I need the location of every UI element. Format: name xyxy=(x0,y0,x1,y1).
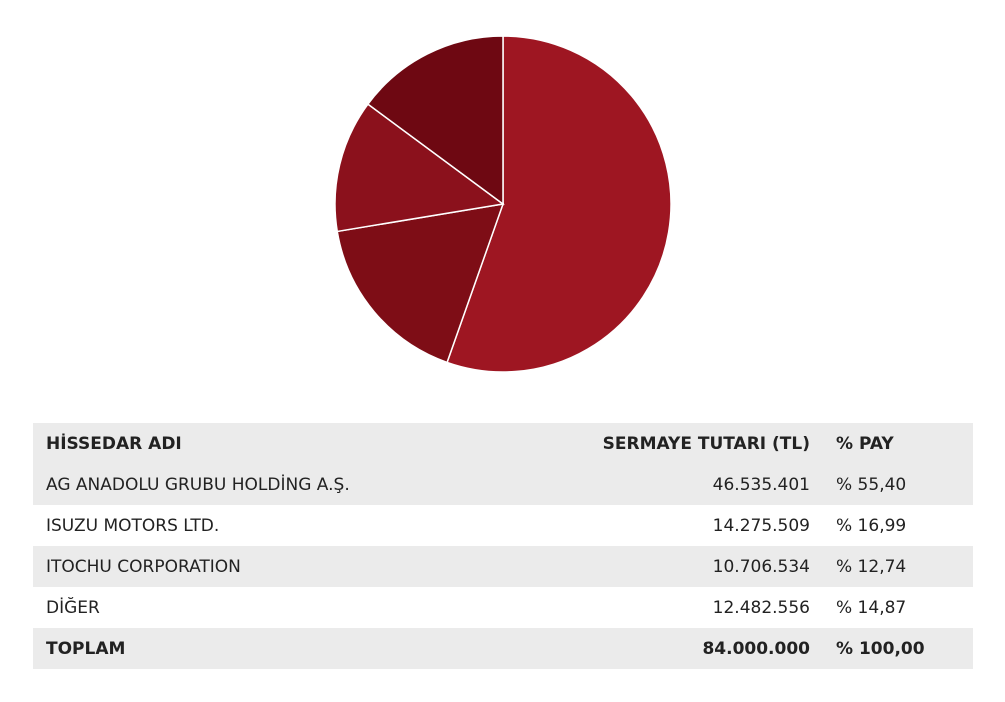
total-amount: 84.000.000 xyxy=(702,638,810,659)
total-label: TOPLAM xyxy=(46,638,126,659)
pie-slice xyxy=(334,103,505,233)
share-percent: % 12,74 xyxy=(836,556,907,577)
capital-amount: 46.535.401 xyxy=(712,474,810,495)
shareholder-name: ITOCHU CORPORATION xyxy=(46,556,241,577)
shareholder-table: HİSSEDAR ADI SERMAYE TUTARI (TL) % PAY A… xyxy=(33,423,973,669)
table-header-row: HİSSEDAR ADI SERMAYE TUTARI (TL) % PAY xyxy=(33,423,973,464)
pie-slice xyxy=(336,203,505,364)
header-share-percent: % PAY xyxy=(836,433,894,454)
table-row: ITOCHU CORPORATION 10.706.534 % 12,74 xyxy=(33,546,973,587)
header-shareholder-name: HİSSEDAR ADI xyxy=(46,433,182,454)
shareholder-name: AG ANADOLU GRUBU HOLDİNG A.Ş. xyxy=(46,474,350,495)
capital-amount: 14.275.509 xyxy=(712,515,810,536)
table-row: AG ANADOLU GRUBU HOLDİNG A.Ş. 46.535.401… xyxy=(33,464,973,505)
share-percent: % 55,40 xyxy=(836,474,907,495)
capital-amount: 12.482.556 xyxy=(712,597,810,618)
share-percent: % 14,87 xyxy=(836,597,907,618)
table-row: ISUZU MOTORS LTD. 14.275.509 % 16,99 xyxy=(33,505,973,546)
capital-amount: 10.706.534 xyxy=(712,556,810,577)
total-share-percent: % 100,00 xyxy=(836,638,925,659)
share-percent: % 16,99 xyxy=(836,515,907,536)
shareholder-name: ISUZU MOTORS LTD. xyxy=(46,515,220,536)
pie-slice xyxy=(366,35,504,206)
shareholder-pie-chart xyxy=(334,35,672,373)
table-row: DİĞER 12.482.556 % 14,87 xyxy=(33,587,973,628)
shareholder-name: DİĞER xyxy=(46,597,100,618)
header-capital-amount: SERMAYE TUTARI (TL) xyxy=(602,433,810,454)
table-total-row: TOPLAM 84.000.000 % 100,00 xyxy=(33,628,973,669)
